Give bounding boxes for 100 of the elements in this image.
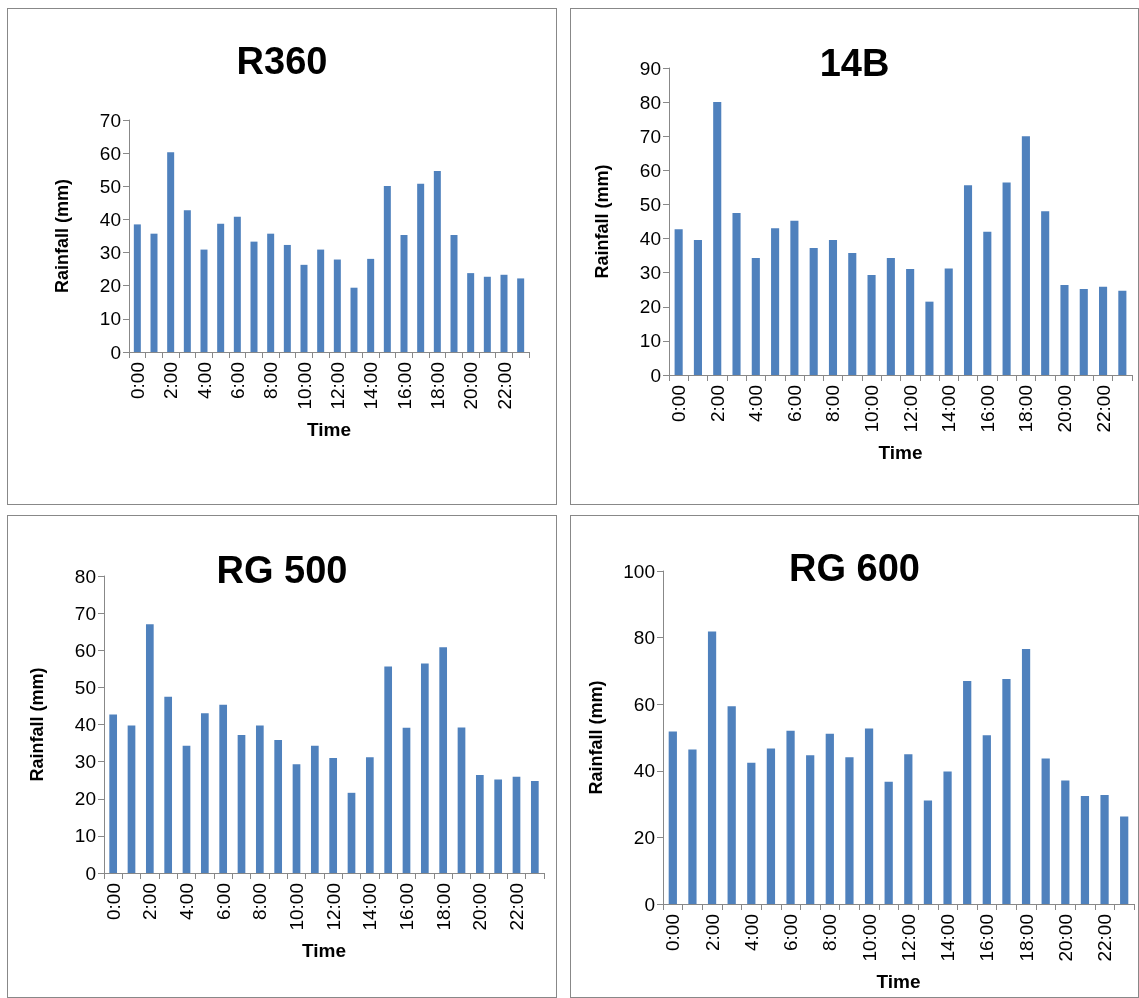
y-tick-label: 80	[633, 627, 655, 649]
x-tick-label: 22:00	[506, 883, 527, 931]
x-tick-label: 14:00	[360, 362, 382, 410]
x-tick-label: 10:00	[293, 362, 315, 410]
y-axis-title: Rainfall (mm)	[586, 680, 606, 795]
bar	[164, 696, 173, 873]
x-tick-label: 6:00	[780, 914, 802, 951]
x-tick-label: 10:00	[286, 883, 307, 931]
bar	[310, 745, 319, 873]
y-axis-title: Rainfall (mm)	[592, 164, 612, 279]
bar	[467, 273, 475, 352]
y-tick-label: 30	[99, 242, 121, 264]
bar	[864, 728, 874, 904]
bar	[317, 249, 325, 352]
x-tick-label: 2:00	[706, 385, 728, 422]
y-tick-label: 20	[99, 275, 121, 297]
y-tick-label: 0	[644, 893, 655, 915]
y-tick-label: 20	[639, 296, 661, 318]
x-tick-label: 0:00	[662, 914, 684, 951]
x-tick-label: 0:00	[668, 385, 690, 422]
bar	[790, 220, 799, 375]
y-axis-title: Rainfall (mm)	[27, 667, 47, 782]
bar	[217, 223, 225, 352]
y-axis-title: Rainfall (mm)	[52, 178, 72, 294]
y-tick-label: 50	[99, 175, 121, 197]
x-tick-label: 18:00	[1015, 385, 1037, 433]
bar	[219, 704, 228, 873]
x-tick-label: 20:00	[1053, 385, 1075, 433]
bar	[183, 210, 191, 352]
bar	[982, 735, 991, 904]
bar	[1060, 284, 1069, 375]
bar	[439, 647, 448, 873]
y-tick-label: 50	[74, 676, 96, 698]
y-tick-label: 40	[639, 228, 661, 250]
bar	[133, 224, 141, 352]
bar	[1061, 780, 1070, 904]
x-tick-label: 22:00	[493, 362, 515, 410]
y-tick-label: 30	[74, 751, 96, 773]
y-tick-label: 80	[74, 565, 96, 587]
y-tick-label: 50	[639, 193, 661, 215]
x-tick-label: 4:00	[193, 362, 215, 399]
x-tick-label: 18:00	[426, 362, 448, 410]
bar	[150, 233, 158, 352]
x-tick-label: 18:00	[432, 883, 454, 931]
bar	[237, 734, 246, 873]
bar	[500, 274, 508, 352]
bar	[727, 706, 736, 904]
y-tick-label: 40	[633, 760, 655, 782]
bar	[845, 757, 854, 904]
bar	[267, 233, 275, 352]
bar	[433, 171, 441, 352]
x-tick-label: 4:00	[176, 883, 197, 920]
x-tick-label: 14:00	[938, 385, 960, 433]
x-tick-label: 16:00	[976, 385, 998, 433]
bar	[1021, 648, 1031, 904]
bar	[347, 792, 356, 873]
bar	[384, 666, 393, 873]
y-tick-label: 60	[633, 693, 655, 715]
bar	[283, 244, 291, 352]
y-tick-label: 10	[74, 825, 96, 847]
bar	[167, 152, 175, 352]
bar	[732, 212, 741, 375]
bar	[333, 259, 341, 352]
x-axis-title: Time	[306, 419, 352, 440]
x-tick-label: 6:00	[226, 362, 248, 399]
x-tick-label: 2:00	[160, 362, 182, 399]
y-tick-label: 70	[639, 125, 661, 147]
bar	[109, 714, 118, 873]
x-tick-label: 12:00	[322, 883, 344, 931]
x-tick-label: 6:00	[783, 385, 805, 422]
bar	[828, 239, 838, 375]
bar	[786, 730, 795, 904]
x-tick-label: 6:00	[212, 883, 234, 920]
x-axis-title: Time	[301, 940, 347, 961]
bar	[300, 264, 308, 352]
bar	[825, 733, 834, 904]
bar	[292, 764, 301, 873]
bar	[475, 774, 484, 873]
bar	[127, 725, 136, 873]
bar	[688, 749, 697, 904]
bar	[906, 268, 915, 375]
bar	[1099, 286, 1108, 375]
y-tick-label: 10	[639, 330, 661, 352]
x-tick-label: 0:00	[126, 362, 148, 399]
x-tick-label: 2:00	[139, 883, 161, 920]
x-tick-label: 12:00	[897, 914, 919, 962]
bar	[200, 713, 209, 873]
x-tick-label: 16:00	[396, 883, 417, 931]
bar	[329, 757, 338, 873]
x-tick-label: 8:00	[819, 914, 841, 951]
x-tick-label: 4:00	[740, 914, 762, 951]
x-tick-label: 12:00	[326, 362, 348, 410]
chart-title: R360	[236, 40, 328, 82]
bar	[1041, 758, 1050, 904]
bar	[457, 727, 466, 873]
bar	[923, 800, 933, 904]
x-tick-label: 8:00	[260, 362, 282, 399]
bar	[747, 762, 756, 904]
y-tick-label: 70	[99, 109, 121, 131]
bar	[512, 776, 521, 873]
